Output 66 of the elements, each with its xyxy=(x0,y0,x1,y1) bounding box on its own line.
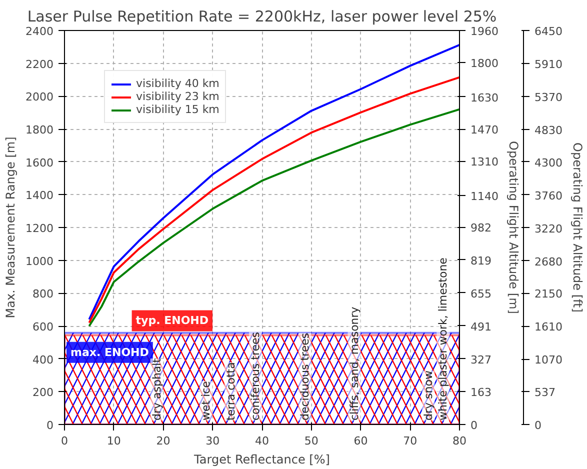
y2-tick-label: 1960 xyxy=(470,25,498,38)
y2-tick-label: 1800 xyxy=(470,57,498,70)
x-tick-label: 60 xyxy=(354,434,368,448)
annotation: wet ice xyxy=(200,380,213,420)
y2-tick-label: 1140 xyxy=(470,190,498,203)
y2-tick-label: 819 xyxy=(470,254,492,268)
legend-label: visibility 15 km xyxy=(136,103,220,116)
y3-axis-title: Operating Flight Altitude [ft] xyxy=(570,142,584,312)
x-tick-label: 70 xyxy=(403,434,418,448)
y-tick-label: 400 xyxy=(32,353,54,366)
legend-label: visibility 23 km xyxy=(136,90,220,103)
annotation: cliffs, sand, masonry xyxy=(348,306,361,420)
y3-tick-label: 4830 xyxy=(534,124,562,137)
y2-tick-label: 655 xyxy=(470,287,492,300)
annotation: white plaster work, limestone xyxy=(436,257,450,420)
y3-tick-label: 2150 xyxy=(534,288,562,301)
x-tick-label: 80 xyxy=(452,434,466,448)
x-tick-label: 20 xyxy=(156,434,170,448)
annotation: dry asphalt xyxy=(150,358,164,420)
y3-tick-label: 1070 xyxy=(534,354,562,367)
y-tick-label: 2400 xyxy=(26,25,54,38)
annotation: terra cotta xyxy=(224,362,238,420)
y-tick-label: 1400 xyxy=(26,189,54,202)
y2-tick-label: 1470 xyxy=(470,124,498,136)
y-axis-title: Max. Measurement Range [m] xyxy=(4,136,18,318)
y-tick-label: 2000 xyxy=(26,90,54,104)
y-tick-label: 800 xyxy=(32,288,54,301)
y2-tick-label: 163 xyxy=(470,386,492,400)
y2-tick-label: 0 xyxy=(470,419,478,432)
x-tick-label: 0 xyxy=(61,434,68,448)
chart-title: Laser Pulse Repetition Rate = 2200kHz, laser power level 25% xyxy=(27,8,497,26)
x-tick-label: 30 xyxy=(206,434,220,448)
x-tick-label: 40 xyxy=(255,434,269,448)
band-label: typ. ENOHD xyxy=(136,314,209,328)
y-tick-label: 1800 xyxy=(26,124,54,136)
annotation: dry snow xyxy=(422,370,435,420)
y3-tick-label: 1610 xyxy=(534,320,562,334)
y3-tick-label: 4300 xyxy=(534,156,562,170)
y3-tick-label: 5910 xyxy=(534,58,562,71)
y2-tick-label: 1630 xyxy=(470,91,498,104)
y3-tick-label: 6450 xyxy=(534,25,562,38)
y3-tick-label: 0 xyxy=(534,419,542,432)
annotation: coniferous trees xyxy=(249,332,262,420)
band-label: max. ENOHD xyxy=(70,346,149,359)
y3-tick-label: 537 xyxy=(534,386,556,400)
y-tick-label: 200 xyxy=(32,386,54,400)
x-axis-title: Target Reflectance [%] xyxy=(193,452,330,466)
legend-label: visibility 40 km xyxy=(136,77,220,90)
y-tick-label: 1200 xyxy=(26,222,54,235)
y2-tick-label: 491 xyxy=(470,320,492,334)
y2-tick-label: 327 xyxy=(470,353,492,366)
y2-axis-title: Operating Flight Altitude [m] xyxy=(506,141,520,314)
x-tick-label: 10 xyxy=(106,434,121,448)
y2-tick-label: 1310 xyxy=(470,156,498,169)
y-tick-label: 0 xyxy=(46,419,54,432)
y3-tick-label: 2680 xyxy=(534,255,562,268)
y3-tick-label: 5370 xyxy=(534,90,562,104)
y-tick-label: 600 xyxy=(32,320,54,334)
y2-tick-label: 982 xyxy=(470,222,492,235)
y3-tick-label: 3760 xyxy=(534,189,562,202)
y-tick-label: 2200 xyxy=(26,58,54,71)
y3-tick-label: 3220 xyxy=(534,222,562,236)
y-tick-label: 1000 xyxy=(26,254,54,268)
x-tick-label: 50 xyxy=(304,434,318,448)
annotation: deciduous trees xyxy=(298,332,312,420)
y-tick-label: 1600 xyxy=(26,156,54,170)
